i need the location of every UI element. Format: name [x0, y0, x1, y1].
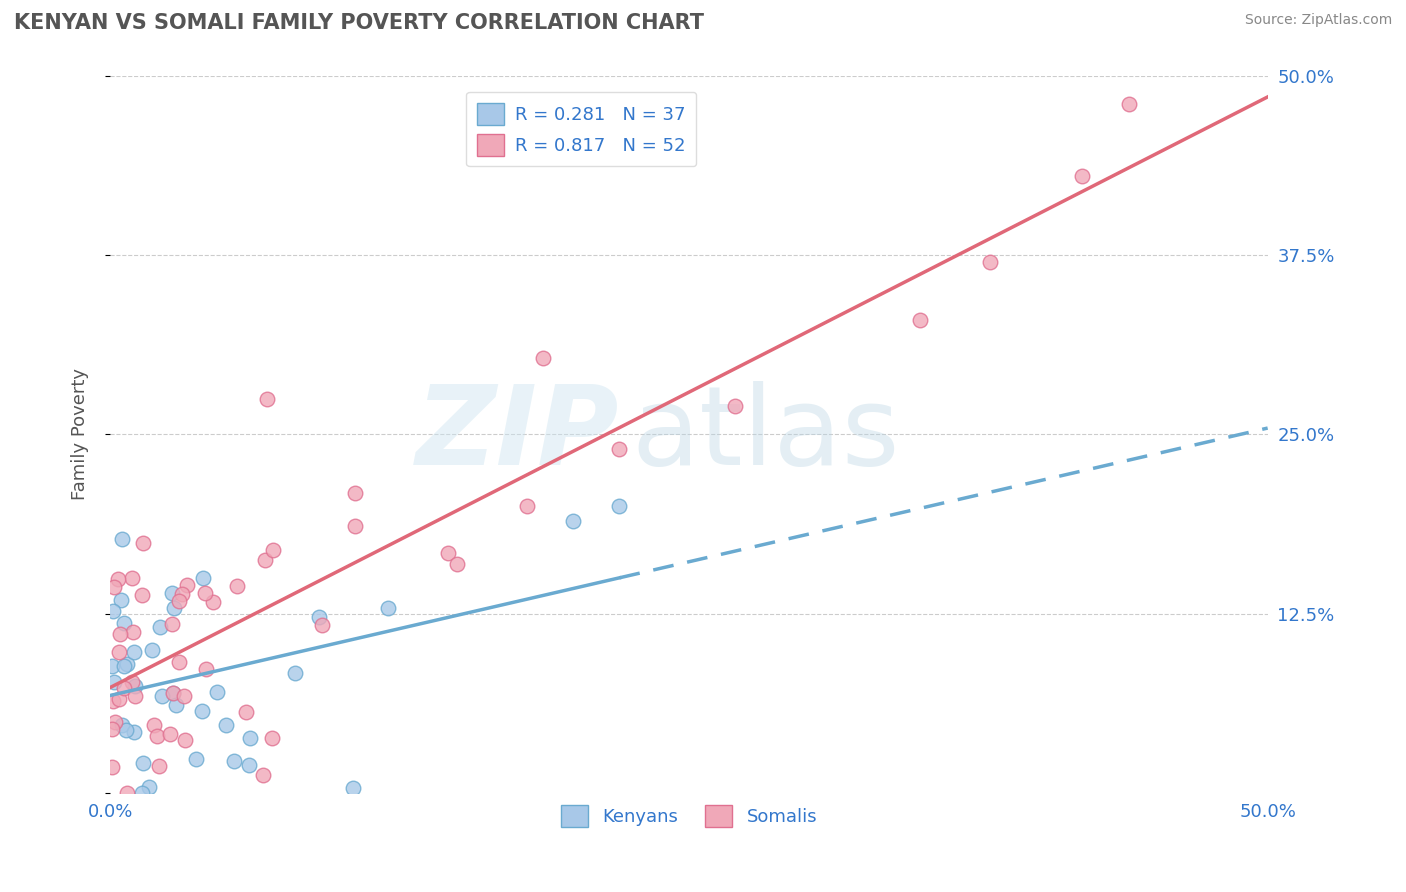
Point: [167, 593, 190, 607]
Point: [239, 731, 262, 745]
Point: [165, 698, 187, 713]
Point: [124, 689, 146, 703]
Point: [226, 579, 249, 593]
Point: [167, 655, 190, 669]
Point: [138, 780, 160, 794]
Point: [256, 392, 278, 407]
Point: [260, 731, 283, 746]
Point: [1118, 97, 1140, 112]
Point: [215, 718, 238, 732]
Point: [108, 691, 131, 706]
Point: [132, 535, 155, 549]
Point: [143, 718, 166, 732]
Point: [141, 643, 163, 657]
Point: [101, 694, 124, 708]
Point: [531, 351, 554, 366]
Point: [377, 601, 399, 615]
Point: [159, 727, 181, 741]
Point: [437, 546, 460, 560]
Point: [343, 486, 366, 500]
Text: atlas: atlas: [631, 381, 900, 488]
Point: [724, 399, 747, 413]
Point: [254, 553, 277, 567]
Point: [101, 760, 124, 774]
Point: [609, 500, 631, 514]
Point: [238, 757, 260, 772]
Point: [343, 519, 366, 533]
Point: [163, 601, 186, 615]
Point: [103, 580, 125, 594]
Point: [122, 725, 145, 739]
Point: [1071, 169, 1094, 183]
Point: [262, 542, 284, 557]
Point: [108, 645, 131, 659]
Point: [308, 610, 330, 624]
Point: [910, 312, 932, 326]
Point: [131, 587, 153, 601]
Point: [115, 657, 138, 671]
Point: [162, 686, 184, 700]
Point: [609, 442, 631, 456]
Point: [160, 617, 183, 632]
Point: [111, 718, 134, 732]
Point: [115, 786, 138, 800]
Point: [124, 679, 146, 693]
Point: [342, 780, 364, 795]
Point: [107, 572, 129, 586]
Text: ZIP: ZIP: [416, 381, 620, 488]
Point: [103, 714, 125, 729]
Point: [252, 768, 274, 782]
Text: Source: ZipAtlas.com: Source: ZipAtlas.com: [1244, 13, 1392, 28]
Point: [112, 659, 135, 673]
Point: [235, 705, 257, 719]
Point: [103, 675, 125, 690]
Point: [145, 729, 167, 743]
Point: [110, 592, 132, 607]
Point: [224, 754, 246, 768]
Point: [150, 689, 173, 703]
Point: [162, 586, 184, 600]
Point: [284, 665, 307, 680]
Point: [172, 587, 194, 601]
Point: [173, 689, 195, 703]
Point: [202, 595, 225, 609]
Text: KENYAN VS SOMALI FAMILY POVERTY CORRELATION CHART: KENYAN VS SOMALI FAMILY POVERTY CORRELAT…: [14, 13, 704, 33]
Point: [311, 618, 333, 632]
Point: [979, 255, 1001, 269]
Point: [562, 514, 585, 528]
Point: [122, 644, 145, 658]
Point: [190, 704, 212, 718]
Point: [205, 685, 228, 699]
Point: [103, 604, 125, 618]
Point: [108, 627, 131, 641]
Point: [149, 620, 172, 634]
Point: [176, 578, 198, 592]
Point: [114, 723, 136, 738]
Point: [162, 686, 184, 700]
Point: [174, 732, 197, 747]
Point: [121, 675, 143, 690]
Point: [131, 786, 153, 800]
Point: [148, 758, 170, 772]
Point: [114, 681, 136, 695]
Point: [194, 586, 217, 600]
Point: [516, 500, 538, 514]
Y-axis label: Family Poverty: Family Poverty: [72, 368, 89, 500]
Point: [112, 616, 135, 631]
Point: [191, 571, 214, 585]
Legend: Kenyans, Somalis: Kenyans, Somalis: [554, 798, 824, 835]
Point: [101, 722, 124, 736]
Point: [184, 752, 207, 766]
Point: [194, 662, 217, 676]
Point: [111, 533, 134, 547]
Point: [101, 658, 124, 673]
Point: [121, 571, 143, 585]
Point: [446, 557, 468, 571]
Point: [122, 624, 145, 639]
Point: [131, 756, 153, 771]
